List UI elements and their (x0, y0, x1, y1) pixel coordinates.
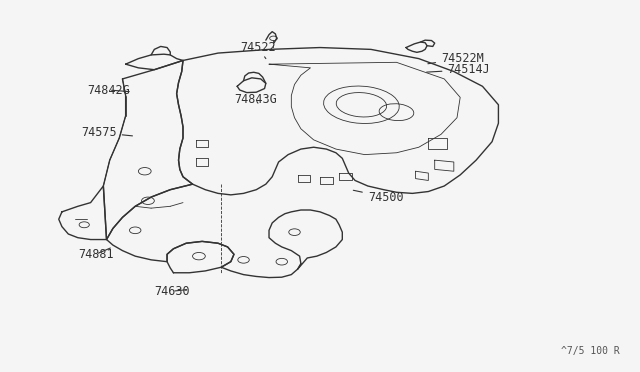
Text: 74522M: 74522M (428, 52, 484, 65)
Text: 74881: 74881 (78, 248, 113, 261)
Text: ^7/5 100 R: ^7/5 100 R (561, 346, 620, 356)
Text: 74500: 74500 (353, 190, 403, 203)
Text: 74843G: 74843G (234, 93, 276, 106)
Text: 74514J: 74514J (427, 63, 490, 76)
Text: 74575: 74575 (81, 126, 132, 139)
Text: 74522: 74522 (241, 41, 276, 59)
Text: 74842G: 74842G (88, 83, 130, 96)
Text: 74630: 74630 (154, 285, 190, 298)
